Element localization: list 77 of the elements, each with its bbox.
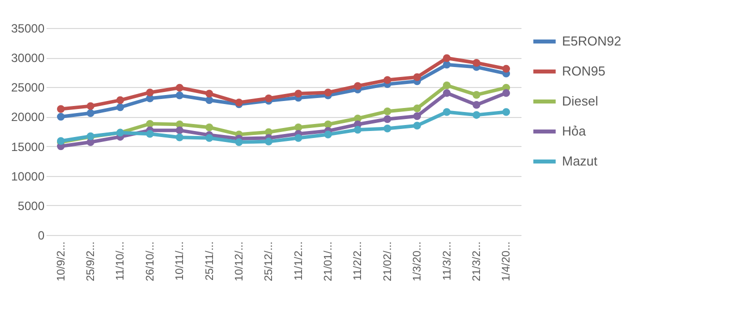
point	[324, 88, 332, 96]
x-tick-label: 25/11/...	[204, 242, 216, 280]
point	[384, 115, 392, 123]
point	[413, 104, 421, 112]
point	[56, 112, 65, 121]
x-tick-label: 1/3/20...	[412, 242, 424, 282]
legend-label: E5RON92	[562, 34, 622, 48]
x-tick-label: 10/11/...	[174, 242, 186, 280]
point	[502, 108, 510, 116]
point	[205, 90, 214, 98]
point	[384, 124, 392, 132]
y-tick-label: 10000	[11, 169, 45, 184]
point	[264, 138, 273, 146]
point	[442, 60, 451, 69]
point	[413, 73, 421, 81]
point	[146, 130, 154, 138]
point	[294, 134, 302, 142]
point	[176, 84, 184, 92]
point	[294, 90, 302, 98]
legend-label: Mazut	[562, 154, 598, 168]
point	[146, 120, 154, 128]
y-tick-label: 15000	[11, 140, 45, 154]
y-tick-label: 30000	[11, 51, 45, 66]
point	[442, 108, 451, 116]
point	[354, 82, 362, 90]
x-tick-label: 26/10/...	[144, 242, 156, 282]
x-tick-label: 25/9/2...	[85, 242, 98, 282]
point	[472, 90, 480, 99]
point	[116, 96, 124, 104]
legend-label: Hỏa	[562, 124, 587, 138]
legend-label: RON95	[562, 64, 606, 78]
point	[264, 94, 273, 102]
point	[146, 88, 154, 96]
point	[442, 54, 451, 62]
point	[413, 122, 421, 130]
x-tick-label: 25/12/...	[263, 242, 276, 282]
x-tick-label: 21/3/2...	[470, 242, 483, 282]
point	[472, 59, 480, 67]
x-tick-label: 10/12/...	[233, 242, 246, 282]
point	[176, 134, 184, 142]
x-tick-label: 10/9/2...	[55, 242, 68, 282]
x-tick-label: 1/4/20...	[500, 242, 513, 282]
y-tick-label: 5000	[18, 198, 45, 213]
x-tick-label: 21/02/...	[382, 242, 394, 282]
x-tick-label: 11/2/2...	[352, 242, 364, 280]
point	[413, 112, 421, 120]
point	[176, 92, 184, 100]
point	[384, 76, 392, 84]
point	[354, 126, 362, 134]
point	[324, 130, 332, 138]
point	[442, 89, 451, 97]
point	[205, 123, 214, 132]
point	[384, 108, 392, 116]
y-tick-label: 20000	[11, 110, 45, 124]
point	[502, 89, 510, 97]
point	[294, 123, 302, 132]
y-tick-label: 35000	[11, 22, 45, 36]
point	[205, 96, 214, 104]
point	[86, 102, 94, 110]
y-tick-label: 25000	[11, 80, 45, 95]
point	[205, 134, 214, 142]
y-tick-label: 0	[38, 228, 45, 242]
x-tick-label: 11/3/2...	[441, 242, 454, 280]
x-tick-label: 21/01/...	[322, 242, 335, 282]
x-tick-label: 11/10/...	[114, 242, 127, 280]
point	[86, 109, 94, 118]
legend-label: Diesel	[562, 94, 598, 108]
point	[442, 82, 451, 90]
point	[235, 138, 243, 146]
point	[472, 111, 480, 119]
point	[502, 64, 510, 73]
x-tick-label: 11/1/2...	[292, 242, 305, 280]
point	[56, 105, 65, 113]
point	[472, 101, 480, 109]
point	[324, 120, 332, 128]
point	[176, 126, 184, 134]
point	[116, 103, 124, 112]
